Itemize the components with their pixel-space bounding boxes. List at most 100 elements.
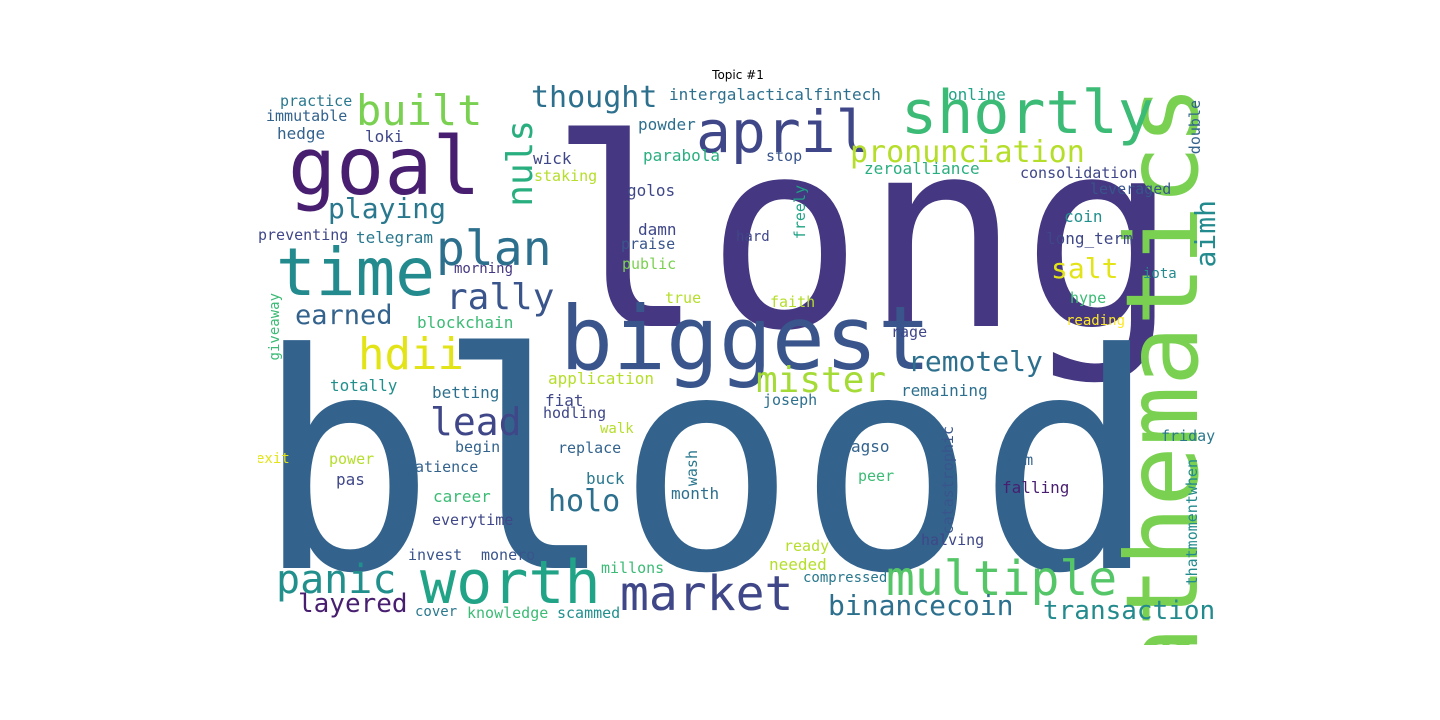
word-wick: wick [533, 149, 572, 168]
word-long: long [548, 85, 1179, 388]
word-scammed: scammed [557, 604, 621, 622]
word-needed: needed [769, 555, 827, 574]
word-friday: friday [1161, 427, 1216, 445]
word-public: public [622, 255, 677, 273]
word-qtum: qtum [997, 451, 1034, 469]
word-joseph: joseph [763, 391, 818, 409]
word-powder: powder [638, 115, 696, 134]
word-true: true [665, 289, 702, 307]
word-zeroalliance: zeroalliance [864, 159, 980, 178]
word-cover: cover [415, 604, 458, 620]
word-earned: earned [295, 300, 393, 331]
word-double: double [1186, 100, 1204, 155]
word-rally: rally [446, 277, 555, 318]
word-faith: faith [770, 293, 816, 311]
word-immutable: immutable [266, 107, 348, 125]
word-totally: totally [330, 376, 398, 395]
word-knowledge: knowledge [467, 604, 549, 622]
word-ready: ready [784, 537, 830, 555]
word-monero: monero [481, 546, 536, 564]
word-layered: layered [298, 589, 408, 619]
word-consolidation: consolidation [1020, 164, 1138, 182]
word-remaining: remaining [901, 381, 988, 400]
word-hodling: hodling [543, 404, 607, 422]
word-career: career [433, 487, 491, 506]
word-agso: agso [851, 437, 890, 456]
word-salt: salt [1051, 252, 1119, 285]
word-rage: rage [891, 323, 928, 341]
word-time: time [276, 234, 435, 311]
word-invest: invest [408, 546, 463, 564]
word-halving: halving [921, 531, 985, 549]
word-golos: golos [627, 181, 676, 200]
word-multiple: multiple [886, 551, 1118, 607]
word-freely: freely [791, 185, 809, 240]
word-mister: mister [756, 360, 887, 401]
word-online: online [948, 85, 1006, 104]
word-practice: practice [280, 92, 353, 110]
word-power: power [329, 450, 375, 468]
word-loki: loki [365, 127, 404, 146]
word-wash: wash [683, 450, 701, 487]
word-praise: praise [621, 235, 676, 253]
word-aimh: aimh [1189, 200, 1218, 268]
word-month: month [671, 484, 720, 503]
word-coin: coin [1064, 207, 1103, 226]
word-binancecoin: binancecoin [828, 589, 1014, 622]
word-buck: buck [586, 469, 625, 488]
word-everytime: everytime [432, 511, 514, 529]
word-telegram: telegram [356, 228, 434, 247]
word-iota: iota [1143, 266, 1177, 282]
word-goal: goal [288, 120, 481, 213]
word-hard: hard [736, 229, 770, 245]
word-blockchain: blockchain [417, 313, 514, 332]
word-morning: morning [454, 261, 514, 277]
word-hype: hype [1070, 289, 1107, 307]
word-lead: lead [430, 400, 522, 444]
word-april: april [696, 98, 871, 166]
word-falling: falling [1002, 478, 1070, 497]
word-exit: exit [258, 451, 290, 467]
word-biggest: biggest [560, 287, 931, 390]
word-damn: damn [638, 220, 677, 239]
word-blood: blood [258, 290, 1159, 639]
word-cloud: long blood biggest mathematics goal time… [258, 85, 1218, 645]
word-millons: millons [601, 559, 665, 577]
word-playing: playing [328, 192, 447, 225]
word-leveraged: leveraged [1090, 180, 1172, 198]
word-thatmomentwhen: thatmomentwhen [1183, 459, 1201, 586]
word-transaction: transaction [1043, 596, 1216, 626]
word-remotely: remotely [908, 345, 1043, 378]
word-begin: begin [455, 438, 501, 456]
word-application: application [548, 369, 654, 388]
word-peer: peer [858, 467, 895, 485]
word-panic: panic [276, 557, 397, 603]
word-hedge: hedge [277, 124, 326, 143]
word-stop: stop [766, 147, 803, 165]
word-intergalacticalfintech: intergalacticalfintech [669, 85, 881, 104]
word-staking: staking [534, 167, 598, 185]
word-catastrophic: catastrophic [939, 426, 957, 535]
word-worth: worth [420, 548, 601, 618]
word-patience: patience [406, 458, 479, 476]
word-compressed: compressed [803, 570, 888, 586]
word-shortly: shortly [901, 85, 1154, 148]
word-preventing: preventing [258, 226, 349, 244]
word-walk: walk [600, 421, 634, 437]
word-holo: holo [548, 484, 621, 519]
word-replace: replace [558, 439, 622, 457]
word-giveaway: giveaway [267, 293, 283, 361]
word-fiat: fiat [545, 391, 584, 410]
word-betting: betting [432, 383, 500, 402]
word-long-term: long_term [1046, 229, 1133, 248]
word-hdii: hdii [358, 329, 464, 380]
word-pas: pas [336, 470, 365, 489]
word-plan: plan [436, 221, 552, 277]
word-built: built [356, 86, 483, 135]
word-parabola: parabola [643, 146, 721, 165]
word-market: market [620, 566, 794, 622]
figure-title: Topic #1 [712, 68, 764, 82]
word-pronunciation: pronunciation [850, 135, 1085, 170]
word-thought: thought [531, 85, 658, 115]
word-reading: reading [1066, 313, 1126, 329]
